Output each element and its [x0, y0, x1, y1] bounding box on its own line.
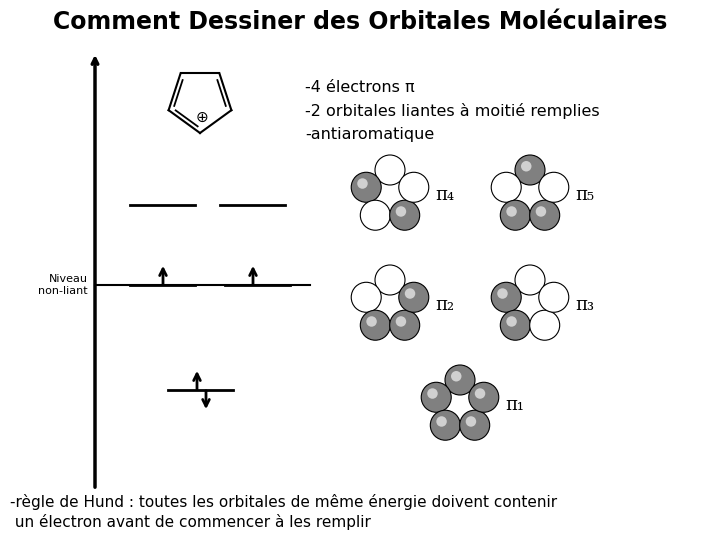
Text: π₅: π₅: [575, 186, 594, 204]
Circle shape: [491, 282, 521, 312]
Circle shape: [539, 282, 569, 312]
Text: π₂: π₂: [435, 296, 454, 314]
Circle shape: [500, 310, 531, 340]
Circle shape: [357, 178, 368, 189]
Circle shape: [427, 388, 438, 399]
Circle shape: [360, 310, 390, 340]
Circle shape: [536, 206, 546, 217]
Circle shape: [445, 365, 475, 395]
Circle shape: [396, 316, 406, 327]
Circle shape: [436, 416, 447, 427]
Circle shape: [530, 310, 559, 340]
Circle shape: [469, 382, 499, 412]
Circle shape: [396, 206, 406, 217]
Text: π₁: π₁: [505, 396, 524, 414]
Circle shape: [530, 200, 559, 230]
Circle shape: [399, 282, 429, 312]
Circle shape: [421, 382, 451, 412]
Circle shape: [515, 265, 545, 295]
Text: -2 orbitales liantes à moitié remplies: -2 orbitales liantes à moitié remplies: [305, 103, 600, 119]
Circle shape: [366, 316, 377, 327]
Text: Comment Dessiner des Orbitales Moléculaires: Comment Dessiner des Orbitales Moléculai…: [53, 10, 667, 34]
Circle shape: [405, 288, 415, 299]
Circle shape: [466, 416, 476, 427]
Circle shape: [539, 172, 569, 202]
Circle shape: [390, 310, 420, 340]
Text: un électron avant de commencer à les remplir: un électron avant de commencer à les rem…: [10, 514, 371, 530]
Text: -antiaromatique: -antiaromatique: [305, 126, 434, 141]
Circle shape: [431, 410, 460, 440]
Circle shape: [351, 282, 381, 312]
Text: -règle de Hund : toutes les orbitales de même énergie doivent contenir: -règle de Hund : toutes les orbitales de…: [10, 494, 557, 510]
Circle shape: [498, 288, 508, 299]
Circle shape: [399, 172, 429, 202]
Text: π₄: π₄: [435, 186, 454, 204]
Circle shape: [451, 371, 462, 381]
Text: π₃: π₃: [575, 296, 594, 314]
Circle shape: [515, 155, 545, 185]
Circle shape: [459, 410, 490, 440]
Circle shape: [521, 161, 531, 172]
Text: ⊕: ⊕: [196, 110, 208, 125]
Circle shape: [360, 200, 390, 230]
Circle shape: [491, 172, 521, 202]
Circle shape: [500, 200, 531, 230]
Circle shape: [375, 265, 405, 295]
Circle shape: [506, 206, 517, 217]
Circle shape: [375, 155, 405, 185]
Circle shape: [474, 388, 485, 399]
Text: Niveau
non-liant: Niveau non-liant: [38, 274, 88, 296]
Text: -4 électrons π: -4 électrons π: [305, 80, 415, 96]
Circle shape: [390, 200, 420, 230]
Circle shape: [506, 316, 517, 327]
Circle shape: [351, 172, 381, 202]
